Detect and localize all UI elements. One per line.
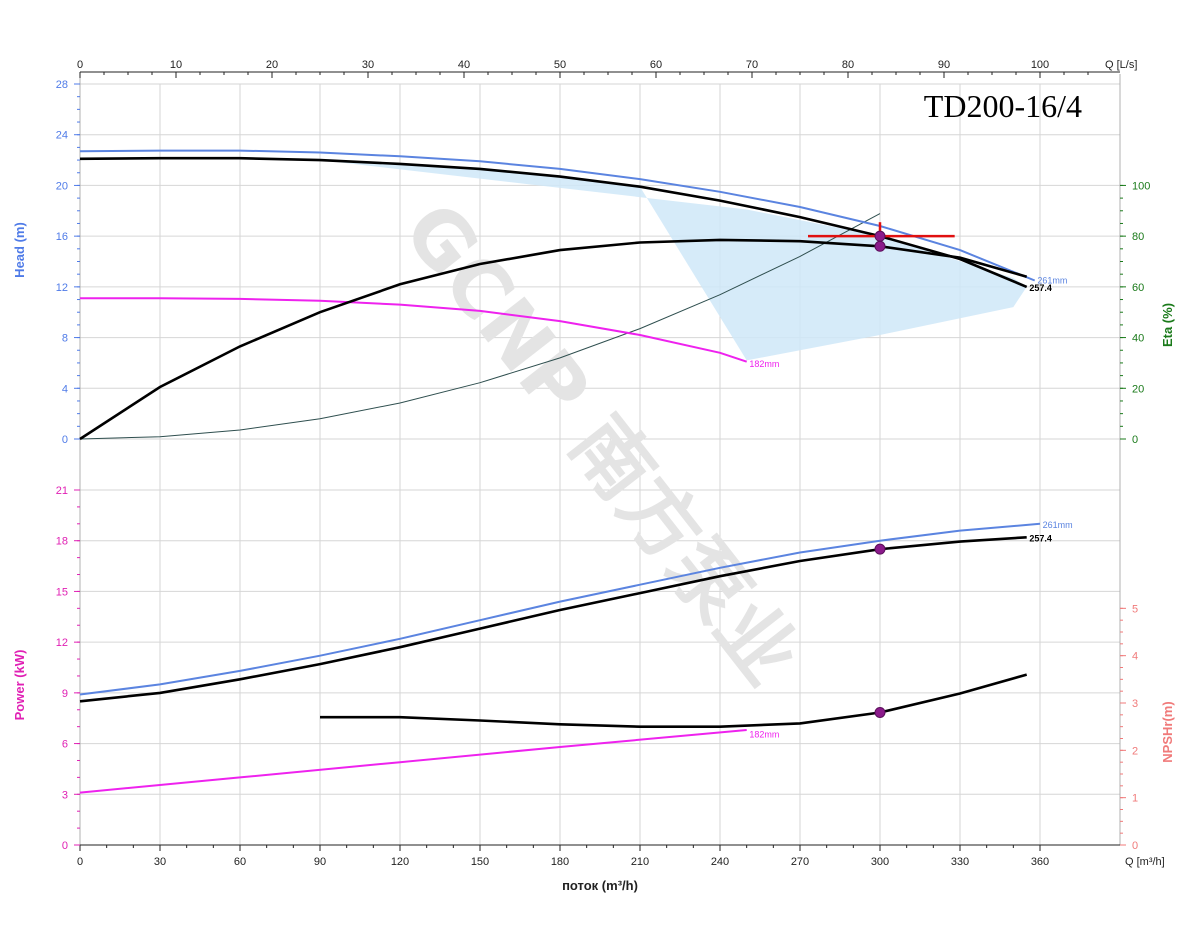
eta-tick-label: 80 [1132,231,1144,243]
top-tick-label: 30 [362,59,374,71]
head-tick-label: 20 [56,180,68,192]
power-tick-label: 12 [56,637,68,649]
eta-tick-label: 20 [1132,383,1144,395]
x-tick-label: 360 [1031,856,1049,868]
operating-point-eta [874,240,886,252]
curve-label: 261mm [1043,520,1073,530]
x-tick-label: 30 [154,856,166,868]
grid [79,83,1120,846]
npsh-tick-label: 2 [1132,745,1138,757]
operating-point-head [874,230,886,242]
head-tick-label: 4 [62,383,68,395]
x-tick-label: 300 [871,856,889,868]
eta-tick-label: 100 [1132,180,1150,192]
npsh-tick-label: 4 [1132,651,1138,663]
top-tick-label: 80 [842,59,854,71]
x-tick-label: 240 [711,856,729,868]
top-tick-label: 40 [458,59,470,71]
operating-point-npsh [874,706,886,718]
x-tick-label: 150 [471,856,489,868]
power-tick-label: 0 [62,840,68,852]
head-tick-label: 16 [56,231,68,243]
curve-label: 182mm [749,729,779,739]
power-tick-label: 15 [56,586,68,598]
head-curve-182mm [80,297,748,363]
npsh-tick-label: 5 [1132,603,1138,615]
head-tick-label: 12 [56,282,68,294]
operating-point-power [874,543,886,555]
npsh-tick-label: 3 [1132,698,1138,710]
curve-label: 257.4 [1029,533,1052,543]
head-axis-title: Head (m) [12,222,27,278]
eta-tick-label: 40 [1132,333,1144,345]
x-tick-label: 0 [77,856,83,868]
npsh-axis-title: NPSHr(m) [1160,701,1175,762]
curve-label: 257.4 [1029,283,1052,293]
x-tick-label: 120 [391,856,409,868]
system-curve [79,213,881,440]
top-tick-label: 50 [554,59,566,71]
curve-label: 182mm [749,359,779,369]
power-curve-182mm [79,729,747,794]
top-unit-label: Q [L/s] [1105,59,1137,71]
x-tick-label: 60 [234,856,246,868]
x-tick-label: 180 [551,856,569,868]
x-unit-label: Q [m³/h] [1125,856,1165,868]
power-curve-257-4 [79,536,1027,703]
npsh-tick-label: 0 [1132,840,1138,852]
x-axis-title: поток (m³/h) [562,878,638,893]
eta-tick-label: 60 [1132,282,1144,294]
power-axis-title: Power (kW) [12,650,27,721]
top-tick-label: 20 [266,59,278,71]
power-tick-label: 3 [62,789,68,801]
npsh-tick-label: 1 [1132,793,1138,805]
head-tick-label: 28 [56,79,68,91]
eta-axis-title: Eta (%) [1160,303,1175,347]
top-tick-label: 70 [746,59,758,71]
x-tick-label: 270 [791,856,809,868]
x-tick-label: 210 [631,856,649,868]
top-tick-label: 60 [650,59,662,71]
top-tick-label: 0 [77,59,83,71]
x-tick-label: 90 [314,856,326,868]
head-tick-label: 0 [62,434,68,446]
head-tick-label: 24 [56,130,68,142]
power-curve-261mm [79,522,1041,696]
top-tick-label: 10 [170,59,182,71]
power-tick-label: 21 [56,485,68,497]
eta-tick-label: 0 [1132,434,1138,446]
top-tick-label: 100 [1031,59,1049,71]
npsh-curve [320,673,1028,728]
top-tick-label: 90 [938,59,950,71]
power-tick-label: 9 [62,688,68,700]
head-tick-label: 8 [62,333,68,345]
curve-label: 261mm [1037,275,1067,285]
chart-title: TD200-16/4 [924,88,1082,124]
power-tick-label: 6 [62,739,68,751]
x-tick-label: 330 [951,856,969,868]
operating-region [258,160,1027,361]
power-tick-label: 18 [56,536,68,548]
